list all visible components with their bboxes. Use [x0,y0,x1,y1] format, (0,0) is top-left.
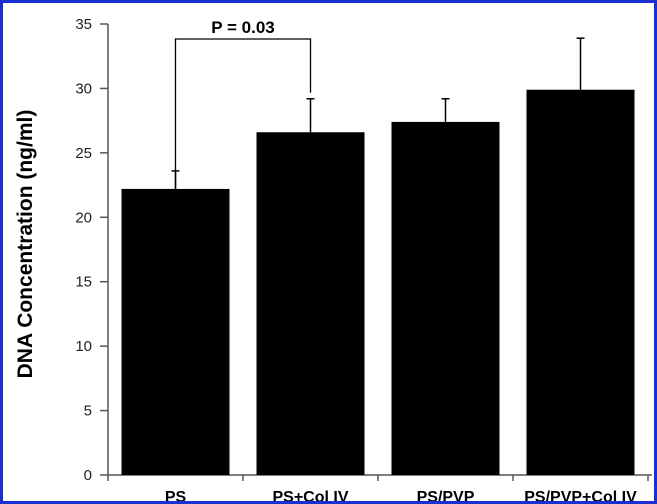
significance-bracket [174,38,312,197]
bar [526,89,635,476]
x-tick-label: PS+Col IV [272,489,348,501]
bars [121,89,635,476]
y-tick-label: 5 [84,403,92,420]
y-tick-label: 35 [75,16,92,33]
x-tick-label: PS/PVP [417,489,475,501]
y-tick-label: 10 [75,338,92,355]
y-axis: 0 5 10 15 20 25 30 35 [75,16,109,484]
bar [121,188,230,476]
significance-label: P = 0.03 [211,18,275,37]
y-tick-label: 0 [84,467,92,484]
error-bars [171,37,585,189]
x-tick-label: PS/PVP+Col IV [524,489,637,501]
y-tick-label: 30 [75,80,92,97]
x-tick-label: PS [165,489,187,501]
y-tick-label: 15 [75,274,92,291]
bar [256,132,365,476]
bar-chart: 0 5 10 15 20 25 30 35 PS PS+Col IV PS/PVP PS/PVP+C… [14,16,652,501]
significance-annotation: P = 0.03 [174,18,312,197]
y-tick-label: 20 [75,209,92,226]
y-axis-label: DNA Concentration (ng/ml) [14,110,37,379]
y-tick-label: 25 [75,145,92,162]
bar [391,121,500,475]
x-axis: PS PS+Col IV PS/PVP PS/PVP+Col IV [107,474,652,501]
